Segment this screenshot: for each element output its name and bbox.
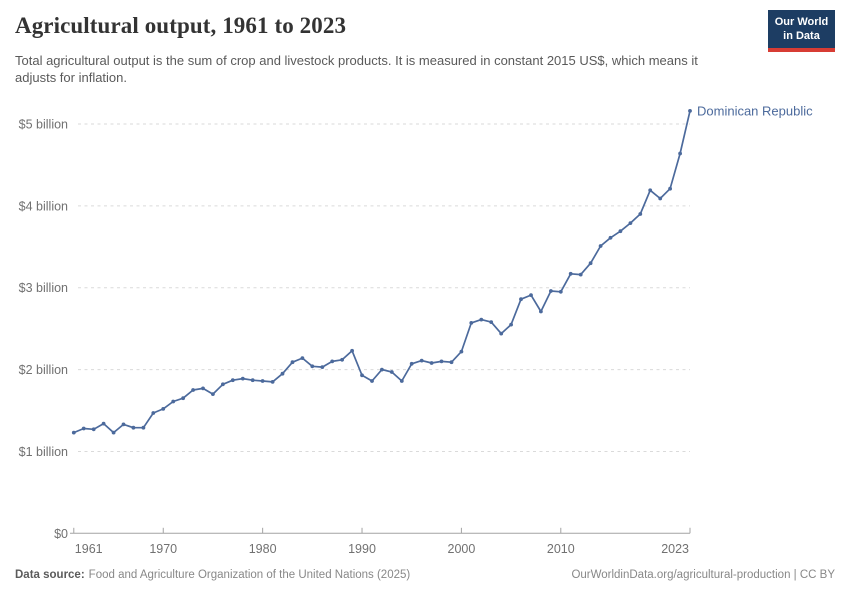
data-point-marker [389, 370, 394, 374]
data-point-marker [81, 426, 86, 431]
x-axis-tick-label: 2010 [547, 542, 575, 556]
data-point-marker [549, 289, 553, 293]
owid-logo-accent-bar [768, 48, 835, 52]
data-point-marker [588, 261, 593, 266]
data-point-marker [91, 427, 96, 432]
data-point-marker [449, 360, 454, 365]
data-point-marker [310, 364, 315, 369]
data-point-marker [230, 378, 235, 383]
data-point-marker [201, 386, 205, 391]
data-point-marker [250, 378, 255, 383]
owid-logo-line1: Our World [774, 16, 829, 28]
data-point-marker [429, 361, 434, 365]
data-point-marker [221, 382, 225, 387]
data-point-marker [658, 196, 663, 201]
data-point-marker [558, 289, 563, 294]
y-axis-tick-label: $4 billion [19, 199, 68, 213]
data-point-marker [489, 320, 494, 324]
data-point-marker [509, 322, 513, 327]
series-label: Dominican Republic [697, 103, 813, 118]
data-point-marker [419, 358, 424, 363]
data-point-marker [479, 317, 484, 322]
data-point-marker [330, 359, 335, 364]
data-point-marker [320, 365, 325, 369]
data-point-marker [618, 229, 623, 234]
data-point-marker [678, 151, 682, 156]
data-point-marker [181, 396, 186, 401]
data-point-marker [459, 349, 464, 354]
data-source-label: Data source: [15, 569, 85, 581]
data-point-marker [280, 371, 285, 376]
data-point-marker [360, 373, 364, 378]
data-point-marker [499, 331, 504, 336]
y-axis-tick-label: $1 billion [19, 445, 68, 459]
chart-footer: Data source: Food and Agriculture Organiz… [15, 568, 835, 583]
line-chart: $0 $1 billion $2 billion $3 billion $4 billi… [19, 103, 813, 556]
data-point-marker [211, 392, 215, 396]
data-point-marker [688, 109, 692, 113]
data-point-marker [370, 379, 374, 383]
data-point-marker [578, 272, 583, 277]
data-point-marker [668, 186, 672, 191]
x-axis-tick-label: 1961 [75, 542, 103, 556]
data-point-marker [171, 399, 176, 404]
data-point-marker [240, 376, 245, 381]
data-point-marker [628, 221, 633, 225]
data-point-marker [191, 388, 196, 392]
data-point-marker [151, 411, 156, 415]
x-axis-tick-label: 2000 [448, 542, 476, 556]
data-point-marker [539, 309, 543, 314]
data-point-marker [568, 271, 573, 276]
y-axis-tick-label: $0 [54, 527, 68, 541]
data-point-marker [638, 212, 643, 216]
data-point-marker [71, 430, 76, 435]
y-axis-tick-label: $2 billion [19, 363, 68, 377]
data-point-marker [300, 356, 305, 360]
data-point-marker [598, 244, 603, 248]
owid-logo-text: Our World in Data [768, 10, 835, 48]
footer-link: OurWorldinData.org/agricultural-producti… [571, 569, 835, 581]
data-point-marker [399, 379, 404, 383]
data-point-marker [529, 293, 533, 297]
data-point-marker [111, 430, 116, 435]
owid-logo-line2: in Data [783, 30, 820, 42]
data-point-marker [270, 380, 275, 384]
page-title: Agricultural output, 1961 to 2023 [15, 13, 347, 38]
y-axis-tick-label: $3 billion [19, 281, 68, 295]
data-source-line: Data source: Food and Agriculture Organiz… [15, 568, 410, 583]
data-point-marker [439, 359, 444, 364]
data-point-marker [290, 360, 295, 365]
data-point-marker [260, 379, 265, 383]
data-point-marker [648, 188, 653, 193]
data-point-marker [469, 321, 474, 325]
series-line [72, 110, 691, 434]
data-point-marker [141, 425, 146, 430]
data-point-marker [409, 361, 414, 366]
x-axis-tick-label: 1970 [149, 542, 177, 556]
page-subtitle: Total agricultural output is the sum of … [15, 53, 698, 85]
data-point-marker [608, 235, 613, 240]
owid-logo: Our World in Data [768, 10, 835, 52]
x-axis-tick-label: 1980 [249, 542, 277, 556]
x-axis-tick-label: 2023 [661, 542, 689, 556]
y-axis-tick-label: $5 billion [19, 118, 68, 132]
data-point-marker [101, 421, 106, 426]
data-point-marker [350, 348, 354, 353]
data-point-marker [121, 422, 126, 427]
data-source-text: Food and Agriculture Organization of the… [88, 569, 411, 581]
x-axis-tick-label: 1990 [348, 542, 376, 556]
data-point-marker [340, 357, 344, 362]
data-point-marker [519, 297, 523, 302]
data-point-marker [131, 425, 136, 430]
data-point-marker [161, 407, 166, 411]
data-point-marker [380, 367, 384, 372]
